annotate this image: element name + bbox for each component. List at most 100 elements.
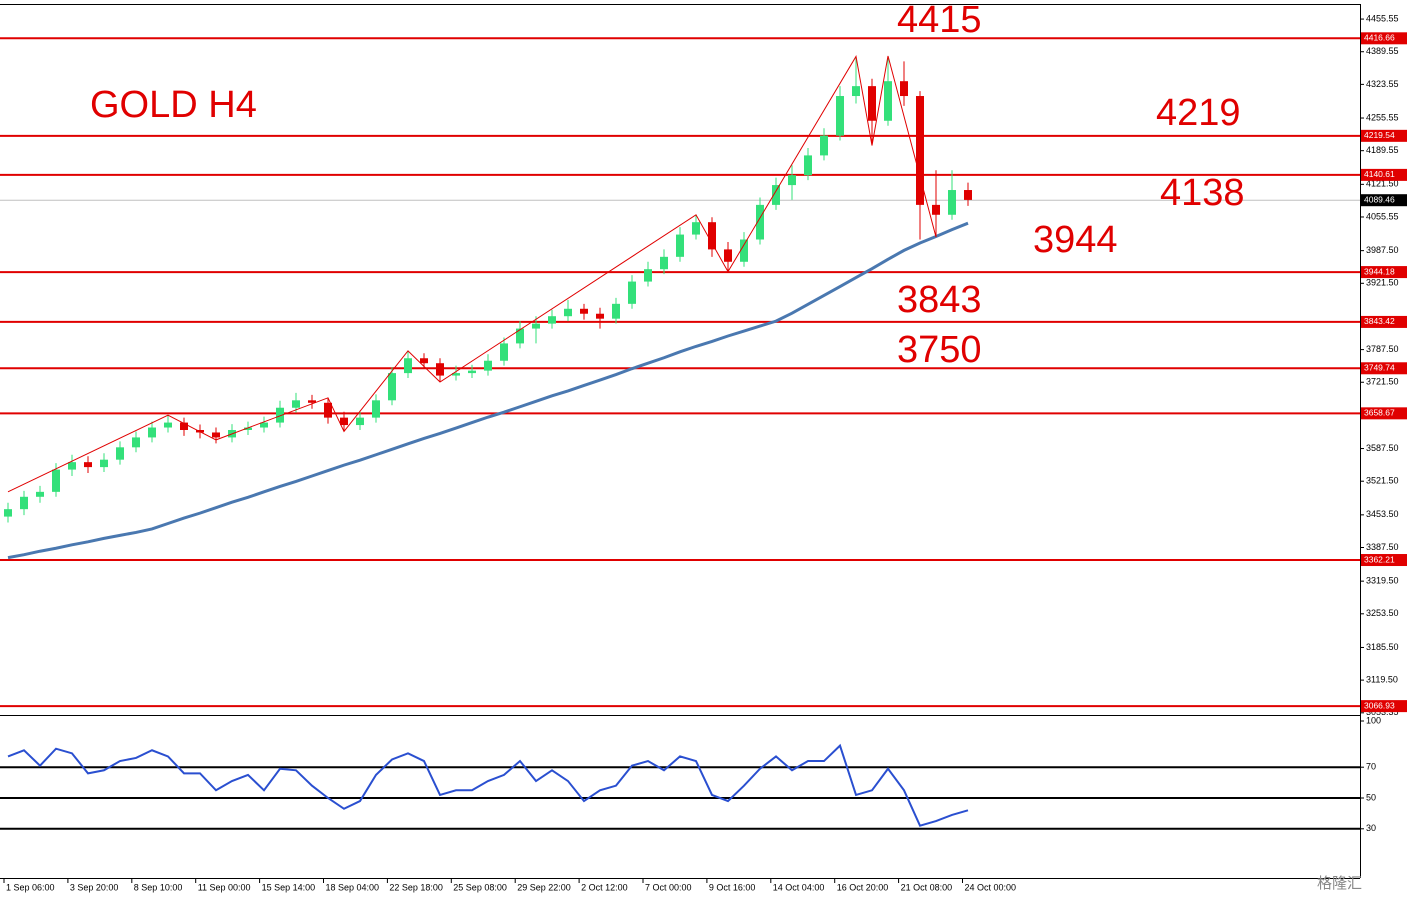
annotation: 3843 (897, 279, 982, 321)
x-tick-label: 11 Sep 00:00 (198, 882, 251, 892)
x-tick-label: 3 Sep 20:00 (70, 882, 119, 892)
candle-body (852, 86, 860, 97)
moving-average (7, 221, 969, 560)
y-tick-label: 3787.50 (1366, 344, 1399, 354)
level-label: 3749.74 (1364, 363, 1395, 373)
level-label: 3944.18 (1364, 266, 1395, 276)
candle-body (324, 402, 332, 418)
annotation: 3944 (1033, 219, 1118, 261)
chart-title: GOLD H4 (90, 84, 257, 126)
level-label-box (1361, 266, 1407, 279)
x-tick-label: 1 Sep 06:00 (6, 882, 55, 892)
candle-body (868, 86, 876, 121)
level-label-box (1361, 700, 1407, 713)
candle-body (468, 370, 476, 374)
y-tick-label: 3387.50 (1366, 542, 1399, 552)
watermark: 格隆汇 (1317, 875, 1362, 892)
x-tick-label: 9 Oct 16:00 (709, 882, 756, 892)
level-label: 3066.93 (1364, 700, 1395, 710)
level-label-box (1361, 168, 1407, 181)
candle-body (932, 204, 940, 215)
y-tick-label: 3253.50 (1366, 608, 1399, 618)
zigzag (7, 55, 937, 493)
candle-body (420, 358, 428, 364)
candle-body (660, 256, 668, 270)
candle-body (340, 417, 348, 426)
candle-body (356, 417, 364, 426)
candle-body (372, 400, 380, 418)
current-price-label: 4089.46 (1364, 194, 1395, 204)
candle-body (164, 422, 172, 428)
y-tick-label: 4055.55 (1366, 211, 1399, 221)
candle-body (804, 155, 812, 176)
candle-body (292, 400, 300, 408)
candle-body (100, 459, 108, 468)
y-tick-label: 4455.55 (1366, 13, 1399, 23)
y-tick-label: 100 (1366, 715, 1381, 725)
level-label: 4219.54 (1364, 130, 1395, 140)
candle-body (900, 81, 908, 97)
y-tick-label: 3453.50 (1366, 509, 1399, 519)
level-label: 4416.66 (1364, 33, 1395, 43)
candle-body (276, 407, 284, 423)
candle-body (516, 328, 524, 344)
level-label: 3362.21 (1364, 554, 1395, 564)
y-tick-label: 4255.55 (1366, 112, 1399, 122)
candle-body (580, 308, 588, 314)
level-label: 3843.42 (1364, 316, 1395, 326)
candle-body (4, 509, 12, 517)
x-tick-label: 25 Sep 08:00 (453, 882, 507, 892)
level-label: 3658.67 (1364, 408, 1395, 418)
candle-body (612, 303, 620, 319)
y-tick-label: 4121.50 (1366, 179, 1399, 189)
y-tick-label: 30 (1366, 823, 1376, 833)
candle-body (948, 190, 956, 215)
candle-body (404, 358, 412, 374)
x-tick-label: 29 Sep 22:00 (517, 882, 571, 892)
x-tick-label: 24 Oct 00:00 (965, 882, 1017, 892)
level-label-box (1361, 32, 1407, 45)
candle-body (772, 185, 780, 205)
level-label-box (1361, 315, 1407, 328)
candle-body (676, 234, 684, 257)
y-tick-label: 3119.50 (1366, 674, 1398, 684)
level-label-box (1361, 362, 1407, 375)
candle-body (260, 422, 268, 428)
annotation: 4219 (1156, 92, 1241, 134)
candle-body (148, 427, 156, 438)
candle-body (20, 496, 28, 510)
candle-body (484, 360, 492, 371)
candle-body (52, 469, 60, 492)
candle-body (180, 422, 188, 430)
candle-body (116, 447, 124, 460)
annotation: 4138 (1160, 172, 1245, 214)
candle-body (132, 437, 140, 448)
y-tick-label: 4323.55 (1366, 79, 1399, 89)
candle-body (36, 491, 44, 497)
candle-body (532, 323, 540, 329)
candle-body (308, 400, 316, 403)
annotation: 3750 (897, 329, 982, 371)
x-tick-label: 2 Oct 12:00 (581, 882, 628, 892)
y-tick-label: 4389.55 (1366, 46, 1399, 56)
level-label-box (1361, 554, 1407, 567)
current-price-box (1361, 194, 1407, 207)
candle-body (820, 135, 828, 156)
candle-body (788, 175, 796, 186)
level-label-box (1361, 407, 1407, 420)
x-tick-label: 15 Sep 14:00 (262, 882, 316, 892)
candle-body (724, 249, 732, 262)
candle-body (884, 81, 892, 121)
candle-body (548, 316, 556, 324)
candle-body (212, 432, 220, 438)
candle-body (628, 281, 636, 304)
level-label: 4140.61 (1364, 169, 1395, 179)
candle-body (436, 363, 444, 376)
x-tick-label: 21 Oct 08:00 (901, 882, 953, 892)
rsi-line (7, 743, 969, 827)
annotation: 4415 (897, 0, 982, 41)
candle-body (596, 313, 604, 319)
candle-body (452, 373, 460, 376)
